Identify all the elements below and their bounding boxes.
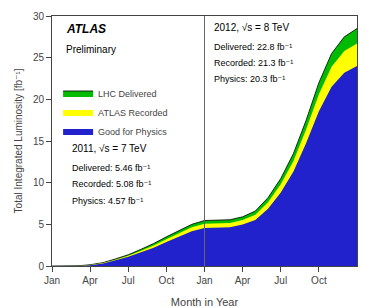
svg-text:Jan: Jan — [44, 275, 60, 286]
svg-text:Oct: Oct — [159, 275, 175, 286]
svg-text:Recorded: 21.3 fb⁻¹: Recorded: 21.3 fb⁻¹ — [214, 58, 293, 68]
svg-text:25: 25 — [33, 52, 45, 63]
svg-text:Jan: Jan — [196, 275, 212, 286]
svg-text:20: 20 — [33, 94, 45, 105]
svg-text:Delivered: 22.8 fb⁻¹: Delivered: 22.8 fb⁻¹ — [214, 42, 292, 52]
svg-text:Delivered: 5.46 fb⁻¹: Delivered: 5.46 fb⁻¹ — [72, 163, 150, 173]
svg-text:30: 30 — [33, 11, 45, 22]
svg-text:15: 15 — [33, 136, 45, 147]
svg-text:Jul: Jul — [122, 275, 135, 286]
svg-text:Jul: Jul — [274, 275, 287, 286]
svg-text:2012, √s = 8 TeV: 2012, √s = 8 TeV — [214, 22, 289, 33]
svg-text:2011, √s = 7 TeV: 2011, √s = 7 TeV — [72, 143, 147, 154]
svg-text:Preliminary: Preliminary — [66, 44, 116, 55]
svg-text:Recorded: 5.08 fb⁻¹: Recorded: 5.08 fb⁻¹ — [72, 179, 151, 189]
svg-text:Month in Year: Month in Year — [171, 296, 239, 308]
svg-text:5: 5 — [38, 219, 44, 230]
svg-text:Apr: Apr — [235, 275, 251, 286]
svg-text:Apr: Apr — [82, 275, 98, 286]
svg-text:0: 0 — [38, 261, 44, 272]
svg-text:Oct: Oct — [311, 275, 327, 286]
svg-text:Physics: 4.57 fb⁻¹: Physics: 4.57 fb⁻¹ — [72, 196, 143, 206]
svg-text:ATLAS Recorded: ATLAS Recorded — [98, 108, 167, 118]
svg-text:Physics: 20.3 fb⁻¹: Physics: 20.3 fb⁻¹ — [214, 74, 285, 84]
svg-text:Total Integrated Luminosity [f: Total Integrated Luminosity [fb⁻¹] — [13, 68, 24, 213]
svg-text:ATLAS: ATLAS — [66, 22, 106, 36]
svg-text:LHC Delivered: LHC Delivered — [98, 89, 157, 99]
svg-text:Good for Physics: Good for Physics — [98, 127, 167, 137]
svg-text:10: 10 — [33, 177, 45, 188]
